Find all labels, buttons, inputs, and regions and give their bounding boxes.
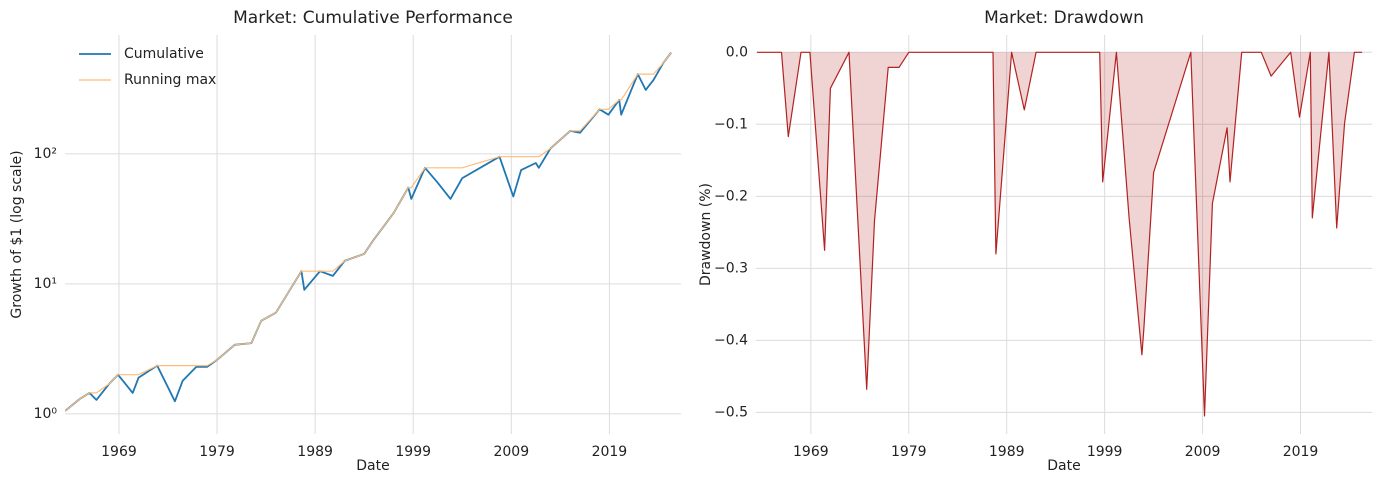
x-tick-label: 1979 bbox=[199, 444, 235, 460]
chart-title: Market: Cumulative Performance bbox=[233, 8, 513, 28]
x-tick-label: 1979 bbox=[891, 444, 927, 460]
y-tick-label: 10² bbox=[34, 146, 57, 162]
y-tick-label: 10⁰ bbox=[34, 406, 58, 422]
series-group bbox=[65, 52, 672, 412]
x-tick-label: 1999 bbox=[395, 444, 431, 460]
chart-title: Market: Drawdown bbox=[984, 8, 1144, 28]
y-tick-label: −0.4 bbox=[714, 332, 748, 348]
line bbox=[757, 51, 1363, 417]
legend-label: Cumulative bbox=[124, 46, 204, 62]
x-tick-label: 2019 bbox=[1283, 444, 1319, 460]
x-tick-label: 1989 bbox=[297, 444, 333, 460]
x-tick-label: 2019 bbox=[592, 444, 628, 460]
area bbox=[756, 52, 1363, 417]
x-axis-label: Date bbox=[1047, 458, 1080, 474]
x-tick-label: 2009 bbox=[493, 444, 529, 460]
x-axis-label: Date bbox=[356, 458, 389, 474]
x-tick-label: 2009 bbox=[1185, 444, 1221, 460]
x-tick-label: 1999 bbox=[1087, 444, 1123, 460]
legend-label: Running max bbox=[124, 72, 216, 88]
x-tick-label: 1969 bbox=[101, 444, 137, 460]
plot-area bbox=[756, 35, 1372, 434]
subplot: 1969 1979 1989 1999 2009 2019 −0.5 −0.4 −0.3 −0.2… bbox=[698, 8, 1372, 474]
y-tick-label: 10¹ bbox=[34, 276, 57, 292]
y-axis-label: Growth of $1 (log scale) bbox=[9, 150, 25, 318]
subplot: 1969 1979 1989 1999 2009 2019 10⁰ 10¹ 10² Market:… bbox=[9, 8, 681, 474]
line bbox=[65, 52, 672, 412]
y-tick-label: −0.5 bbox=[714, 404, 748, 420]
plot-area bbox=[65, 35, 681, 434]
x-tick-label: 1969 bbox=[793, 444, 829, 460]
y-tick-label: −0.3 bbox=[714, 260, 748, 276]
series-group bbox=[756, 51, 1363, 417]
x-tick-label: 1989 bbox=[989, 444, 1025, 460]
y-tick-label: 0.0 bbox=[726, 44, 748, 60]
y-axis-label: Drawdown (%) bbox=[698, 183, 714, 286]
y-tick-label: −0.2 bbox=[714, 188, 748, 204]
y-tick-label: −0.1 bbox=[714, 116, 748, 132]
